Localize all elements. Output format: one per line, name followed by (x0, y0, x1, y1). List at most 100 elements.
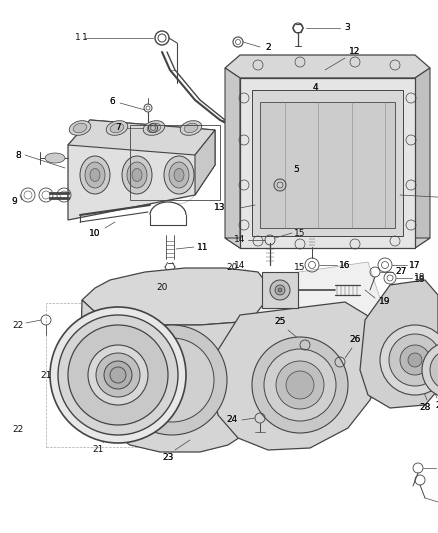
Ellipse shape (143, 120, 165, 135)
Polygon shape (68, 120, 215, 155)
Text: 25: 25 (274, 318, 286, 327)
Ellipse shape (127, 162, 147, 188)
Circle shape (110, 367, 126, 383)
Text: 1: 1 (75, 34, 81, 43)
Text: 23: 23 (162, 454, 174, 463)
Ellipse shape (164, 156, 194, 194)
Text: 8: 8 (15, 150, 21, 159)
Ellipse shape (180, 120, 202, 135)
Text: 16: 16 (339, 261, 351, 270)
Text: 18: 18 (414, 276, 426, 285)
Text: 6: 6 (109, 98, 115, 107)
Circle shape (389, 334, 438, 386)
Text: 14: 14 (234, 261, 246, 270)
Ellipse shape (85, 162, 105, 188)
Ellipse shape (73, 123, 87, 133)
Polygon shape (68, 120, 215, 220)
Text: 11: 11 (197, 243, 209, 252)
Ellipse shape (169, 162, 189, 188)
Ellipse shape (174, 168, 184, 182)
Bar (130, 125, 220, 200)
Text: 10: 10 (89, 229, 101, 238)
Text: 20: 20 (156, 284, 168, 293)
Text: 10: 10 (89, 229, 101, 238)
Polygon shape (260, 102, 395, 228)
Ellipse shape (132, 168, 142, 182)
Polygon shape (360, 280, 438, 408)
Text: 24: 24 (226, 416, 238, 424)
Text: 19: 19 (379, 297, 391, 306)
Text: 12: 12 (350, 47, 360, 56)
Bar (262, 272, 298, 308)
Bar (46, 303, 190, 447)
Circle shape (275, 285, 285, 295)
Polygon shape (82, 268, 268, 325)
Circle shape (278, 288, 282, 292)
Text: 9: 9 (11, 198, 17, 206)
Text: 20: 20 (226, 263, 238, 272)
Text: 27: 27 (396, 268, 407, 277)
Text: 4: 4 (312, 84, 318, 93)
Text: 29: 29 (435, 401, 438, 410)
Text: 12: 12 (350, 47, 360, 56)
Text: 18: 18 (414, 273, 426, 282)
Text: 13: 13 (214, 204, 226, 213)
Polygon shape (80, 300, 265, 452)
Text: 27: 27 (396, 268, 407, 277)
Ellipse shape (184, 123, 198, 133)
Text: 3: 3 (344, 23, 350, 33)
Text: 26: 26 (350, 335, 360, 344)
Polygon shape (195, 130, 215, 195)
Text: 3: 3 (344, 23, 350, 33)
Circle shape (264, 349, 336, 421)
Text: 5: 5 (293, 166, 299, 174)
Text: 7: 7 (115, 124, 121, 133)
Text: 21: 21 (92, 446, 104, 455)
Polygon shape (212, 302, 382, 450)
Circle shape (117, 325, 227, 435)
Text: 22: 22 (12, 320, 24, 329)
Polygon shape (225, 238, 430, 248)
Text: 29: 29 (435, 401, 438, 410)
Circle shape (408, 353, 422, 367)
Polygon shape (148, 262, 410, 450)
Circle shape (400, 345, 430, 375)
Polygon shape (252, 90, 403, 236)
Text: 1: 1 (82, 34, 88, 43)
Polygon shape (225, 68, 240, 248)
Polygon shape (240, 78, 415, 248)
Ellipse shape (80, 156, 110, 194)
Text: 5: 5 (293, 166, 299, 174)
Circle shape (130, 338, 214, 422)
Text: 28: 28 (419, 403, 431, 413)
Polygon shape (415, 68, 430, 248)
Text: 16: 16 (339, 261, 351, 270)
Text: 28: 28 (419, 403, 431, 413)
Ellipse shape (110, 123, 124, 133)
Text: 11: 11 (197, 244, 209, 253)
Circle shape (58, 315, 178, 435)
Text: 13: 13 (214, 204, 226, 213)
Text: 7: 7 (115, 124, 121, 133)
Text: 19: 19 (379, 297, 391, 306)
Text: 4: 4 (312, 84, 318, 93)
Text: 6: 6 (109, 98, 115, 107)
Text: 2: 2 (265, 43, 271, 52)
Text: 17: 17 (409, 261, 421, 270)
Circle shape (380, 325, 438, 395)
Ellipse shape (106, 120, 128, 135)
Circle shape (430, 350, 438, 390)
Ellipse shape (45, 153, 65, 163)
Text: 26: 26 (350, 335, 360, 344)
Text: 23: 23 (162, 454, 174, 463)
Text: 2: 2 (265, 43, 271, 52)
Ellipse shape (147, 123, 161, 133)
Text: 9: 9 (11, 198, 17, 206)
Circle shape (276, 361, 324, 409)
Text: 22: 22 (12, 425, 24, 434)
Text: 14: 14 (234, 236, 246, 245)
Text: 25: 25 (274, 318, 286, 327)
Circle shape (252, 337, 348, 433)
Text: 15: 15 (294, 229, 306, 238)
Ellipse shape (90, 168, 100, 182)
